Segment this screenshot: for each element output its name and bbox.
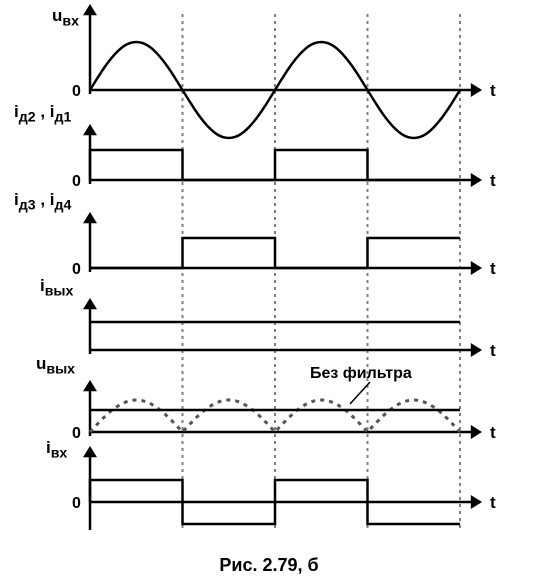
- svg-text:t: t: [490, 341, 496, 360]
- svg-text:0: 0: [72, 173, 81, 190]
- svg-text:t: t: [490, 171, 496, 190]
- svg-text:t: t: [490, 259, 496, 278]
- svg-text:t: t: [490, 423, 496, 442]
- svg-text:Без фильтра: Без фильтра: [310, 365, 412, 382]
- svg-text:t: t: [490, 81, 496, 100]
- svg-text:t: t: [490, 493, 496, 512]
- svg-text:0: 0: [72, 83, 81, 100]
- figure-caption: Рис. 2.79, б: [0, 555, 538, 576]
- svg-text:0: 0: [72, 495, 81, 512]
- waveform-diagram: t0t0t0tt0Без фильтраt0uвхiд2 , iд1iд3 , …: [0, 0, 538, 580]
- figure-container: t0t0t0tt0Без фильтраt0uвхiд2 , iд1iд3 , …: [0, 0, 538, 580]
